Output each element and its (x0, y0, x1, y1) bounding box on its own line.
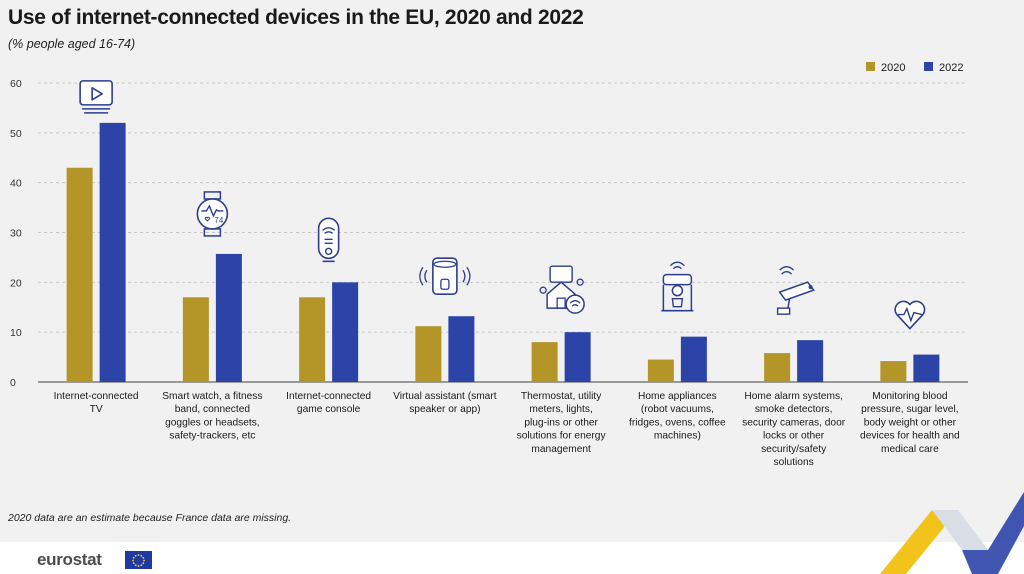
category-label-line: meters, lights, (529, 404, 592, 415)
category-label-line: game console (297, 404, 361, 415)
smartwatch-icon: 74 (196, 191, 229, 237)
category-label-line: medical care (881, 444, 939, 455)
category-label-line: security cameras, door (742, 417, 846, 428)
category-label-line: Monitoring blood (872, 391, 948, 402)
y-tick-label: 60 (10, 78, 22, 90)
chart-panel (0, 0, 1024, 542)
svg-text:74: 74 (214, 216, 223, 225)
footer-band (0, 542, 1024, 574)
bar-2020-6 (764, 353, 791, 382)
bar-2022-4 (564, 332, 591, 382)
bar-2022-6 (797, 340, 824, 382)
legend-label-2020: 2020 (881, 62, 905, 74)
chart-title: Use of internet-connected devices in the… (8, 6, 584, 29)
y-tick-label: 0 (10, 377, 16, 389)
smart-home-icon (539, 265, 585, 314)
game-console-icon (317, 217, 340, 263)
eurostat-logo: eurostat (37, 550, 102, 569)
y-tick-label: 30 (10, 228, 22, 240)
security-camera-icon (776, 265, 815, 315)
legend-swatch-2022 (924, 62, 933, 71)
bar-2022-5 (680, 336, 707, 382)
y-tick-label: 40 (10, 178, 22, 190)
category-label-line: Thermostat, utility (521, 391, 602, 402)
category-label-line: devices for health and (860, 431, 960, 442)
bar-2022-3 (448, 316, 475, 382)
category-label-line: safety-trackers, etc (169, 431, 255, 442)
category-label-line: (robot vacuums, (641, 404, 714, 415)
bar-2020-4 (531, 342, 558, 382)
category-label-line: fridges, ovens, coffee (629, 417, 726, 428)
category-label-line: Virtual assistant (smart (393, 391, 497, 402)
legend-swatch-2020 (866, 62, 875, 71)
smart-speaker-icon (419, 257, 471, 296)
y-tick-label: 10 (10, 327, 22, 339)
y-tick-label: 50 (10, 128, 22, 140)
category-label-line: plug-ins or other (524, 417, 598, 428)
category-label-line: solutions for energy (517, 431, 607, 442)
category-label-line: locks or other (763, 431, 825, 442)
eu-flag-icon (125, 551, 152, 569)
y-tick-label: 20 (10, 277, 22, 289)
heart-pulse-icon (894, 300, 926, 330)
tv-play-icon (79, 80, 113, 114)
legend-label-2022: 2022 (939, 62, 963, 74)
category-label-line: machines) (654, 431, 701, 442)
category-label-line: Internet-connected (54, 391, 139, 402)
category-label-line: smoke detectors, (755, 404, 833, 415)
category-label-line: body weight or other (864, 417, 957, 428)
category-label-line: security/safety (761, 444, 827, 455)
bar-2022-7 (913, 354, 940, 382)
category-label-line: Home appliances (638, 391, 717, 402)
category-label-line: solutions (774, 457, 814, 468)
category-label-line: TV (90, 404, 103, 415)
bar-2022-0 (99, 122, 126, 382)
category-label-line: goggles or headsets, (165, 417, 260, 428)
category-label-line: band, connected (175, 404, 251, 415)
category-label-line: Home alarm systems, (744, 391, 843, 402)
bar-2022-2 (332, 282, 359, 382)
category-label-line: management (531, 444, 591, 455)
bar-chart: 0 10 20 30 40 50 60 Internet-connected TV Smart w… (10, 62, 968, 468)
bar-2020-3 (415, 326, 442, 382)
bar-2020-5 (647, 359, 674, 382)
bar-2022-1 (215, 253, 242, 382)
category-label-line: pressure, sugar level, (861, 404, 958, 415)
bar-2020-0 (66, 167, 93, 382)
corner-decoration (880, 492, 1024, 574)
bar-2020-2 (299, 297, 326, 382)
bar-2020-1 (182, 297, 209, 382)
chart-subtitle: (% people aged 16-74) (8, 37, 136, 51)
bar-2020-7 (880, 361, 907, 382)
coffee-machine-icon (661, 261, 694, 312)
footnote: 2020 data are an estimate because France… (8, 512, 292, 524)
category-label-line: speaker or app) (409, 404, 480, 415)
category-label-line: Internet-connected (286, 391, 371, 402)
category-label-line: Smart watch, a fitness (162, 391, 262, 402)
